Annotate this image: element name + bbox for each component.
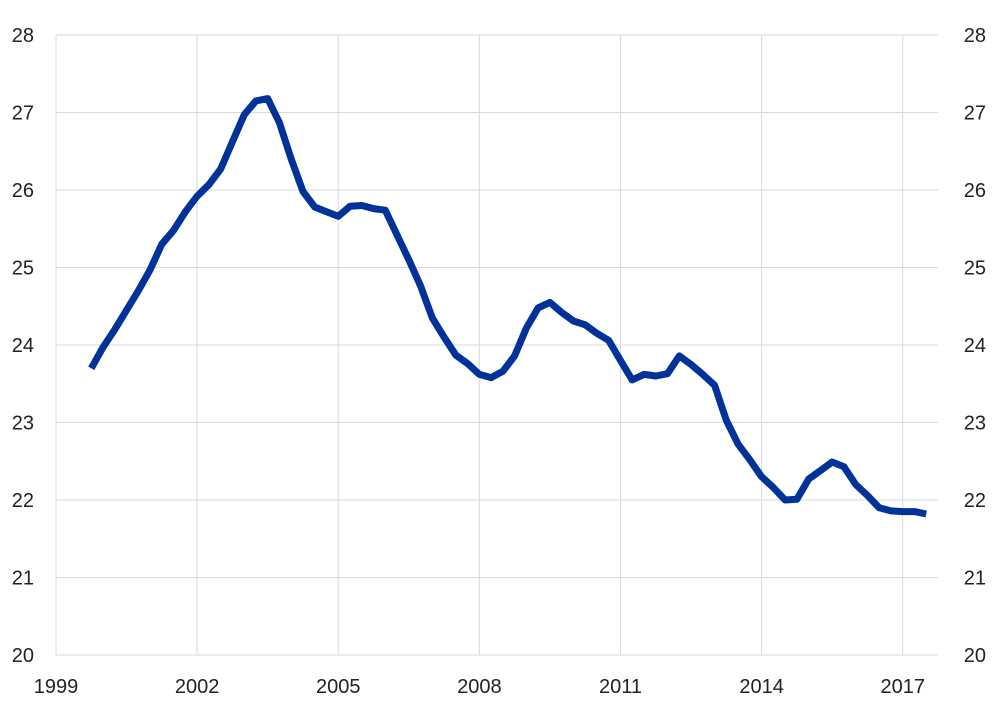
x-tick-label: 2017	[880, 676, 925, 698]
y-tick-label-right: 20	[964, 645, 986, 667]
x-tick-label: 1999	[34, 676, 79, 698]
y-tick-label-left: 20	[12, 645, 34, 667]
x-tick-label: 2005	[316, 676, 361, 698]
y-tick-label-right: 28	[964, 25, 986, 47]
y-tick-label-left: 24	[12, 335, 34, 357]
y-tick-label-left: 28	[12, 25, 34, 47]
tick-labels: 20 21 22 23 24 25 26 27 28 20 21 22 23 24 25 26 27 28 1999…	[12, 25, 986, 698]
gridlines	[56, 34, 938, 655]
x-tick-label: 2011	[599, 676, 642, 698]
y-tick-label-right: 23	[964, 413, 986, 435]
y-tick-label-left: 27	[12, 103, 34, 125]
y-tick-label-left: 25	[12, 258, 34, 280]
y-tick-label-right: 21	[964, 568, 986, 590]
x-tick-label: 2002	[175, 676, 220, 698]
x-tick-label: 2014	[739, 676, 784, 698]
y-tick-label-left: 26	[12, 180, 34, 202]
y-tick-label-right: 24	[964, 335, 986, 357]
y-tick-label-left: 21	[12, 568, 34, 590]
y-tick-label-right: 22	[964, 490, 986, 512]
series-line-0	[88, 95, 927, 518]
y-tick-label-right: 27	[964, 103, 986, 125]
x-tick-label: 2008	[457, 676, 502, 698]
y-tick-label-right: 25	[964, 258, 986, 280]
y-tick-label-right: 26	[964, 180, 986, 202]
axes	[55, 35, 938, 656]
y-tick-label-left: 22	[12, 490, 34, 512]
y-tick-label-left: 23	[12, 413, 34, 435]
plot-area	[88, 95, 927, 518]
